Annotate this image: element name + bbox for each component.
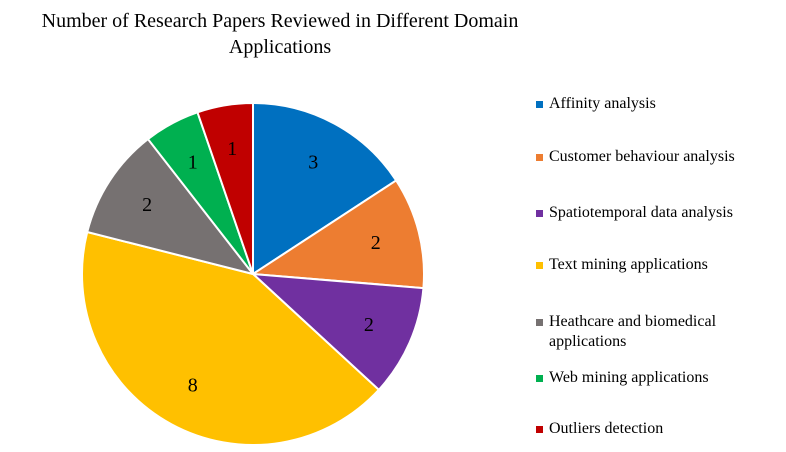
- pie-slice-customer-behaviour-analysis: [250, 179, 425, 290]
- data-label-heathcare-and-biomedical-applications: 2: [142, 194, 152, 216]
- legend-item-spatiotemporal-data-analysis: Spatiotemporal data analysis: [536, 203, 774, 223]
- chart-title-line-2: Applications: [228, 36, 332, 58]
- legend-swatch-web-mining-applications: [536, 375, 543, 382]
- legend-label-heathcare-and-biomedical-applications: Heathcare and biomedical applications: [549, 313, 717, 350]
- legend-label-outliers-detection: Outliers detection: [549, 420, 664, 437]
- legend-swatch-outliers-detection: [536, 426, 543, 433]
- data-label-outliers-detection: 1: [227, 138, 237, 160]
- legend-label-spatiotemporal-data-analysis: Spatiotemporal data analysis: [549, 204, 733, 221]
- pie-slice-outliers-detection: [196, 101, 254, 275]
- legend-label-text-mining-applications: Text mining applications: [549, 256, 708, 273]
- legend-item-outliers-detection: Outliers detection: [536, 419, 774, 439]
- pie-chart: 3 2 2 8 2 1 1: [80, 101, 425, 447]
- legend-item-customer-behaviour-analysis: Customer behaviour analysis: [536, 147, 774, 167]
- data-label-web-mining-applications: 1: [188, 152, 198, 174]
- pie-slice-heathcare-and-biomedical-applications: [86, 137, 256, 276]
- pie-slice-text-mining-applications: [80, 230, 381, 447]
- legend-item-affinity-analysis: Affinity analysis: [536, 94, 774, 114]
- legend-item-heathcare-and-biomedical-applications: Heathcare and biomedical applications: [536, 312, 774, 352]
- pie-slice-spatiotemporal-data-analysis: [250, 272, 425, 392]
- legend-swatch-text-mining-applications: [536, 262, 543, 269]
- legend-swatch-spatiotemporal-data-analysis: [536, 210, 543, 217]
- legend-swatch-affinity-analysis: [536, 101, 543, 108]
- data-label-affinity-analysis: 3: [308, 152, 318, 174]
- legend-swatch-customer-behaviour-analysis: [536, 154, 543, 161]
- legend-label-customer-behaviour-analysis: Customer behaviour analysis: [549, 148, 735, 165]
- chart-title: Number of Research Papers Reviewed in Di…: [0, 8, 560, 60]
- data-label-spatiotemporal-data-analysis: 2: [364, 314, 374, 336]
- chart-title-line-1: Number of Research Papers Reviewed in Di…: [41, 10, 519, 32]
- data-label-customer-behaviour-analysis: 2: [371, 232, 381, 254]
- pie-slice-affinity-analysis: [252, 101, 398, 276]
- data-label-text-mining-applications: 8: [188, 374, 198, 396]
- legend-label-affinity-analysis: Affinity analysis: [549, 95, 656, 112]
- legend-item-web-mining-applications: Web mining applications: [536, 368, 774, 388]
- legend-label-web-mining-applications: Web mining applications: [549, 369, 709, 386]
- legend-swatch-heathcare-and-biomedical-applications: [536, 319, 543, 326]
- legend-item-text-mining-applications: Text mining applications: [536, 255, 774, 275]
